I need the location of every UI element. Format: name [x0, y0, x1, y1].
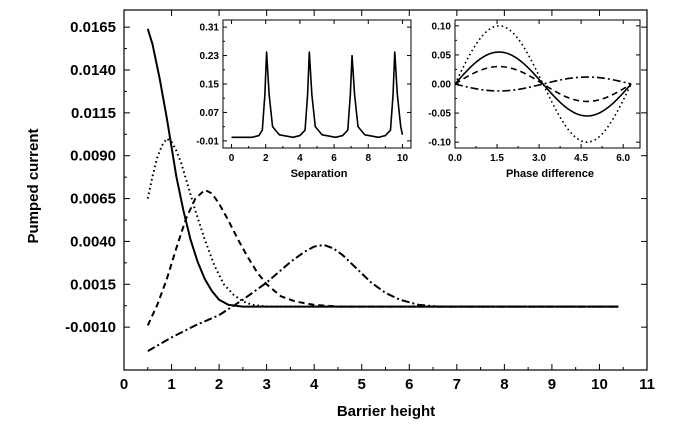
inset-separation-y-tick-label: 0.07	[200, 108, 220, 119]
main-x-tick-label: 10	[591, 376, 608, 393]
main-y-tick-label: 0.0065	[70, 191, 116, 208]
main-x-tick-label: 1	[167, 376, 175, 393]
main-x-tick-label: 8	[500, 376, 508, 393]
inset-separation-x-tick-label: 6	[331, 153, 337, 164]
inset-separation-x-tick-label: 8	[365, 153, 371, 164]
main-y-tick-label: 0.0090	[70, 148, 116, 165]
inset-phase-x-tick-label: 6.0	[616, 153, 630, 164]
inset-phase-y-tick-label: 0.10	[432, 21, 452, 32]
main-y-tick-label: 0.0165	[70, 19, 116, 36]
inset-phase-y-tick-label: 0.00	[432, 80, 452, 91]
main-x-axis-title: Barrier height	[337, 403, 435, 420]
main-series-solid-line	[146, 28, 619, 308]
main-y-tick-label: 0.0115	[71, 105, 116, 122]
main-y-tick-label: 0.0015	[70, 276, 116, 293]
main-y-axis-title: Pumped current	[25, 128, 42, 243]
inset-phase-x-tick-label: 4.5	[574, 153, 588, 164]
main-x-tick-label: 3	[262, 376, 270, 393]
inset-phase-y-tick-label: 0.05	[432, 50, 452, 61]
inset-phase-series-dashdot-line	[454, 76, 632, 92]
inset-phase-x-axis-title: Phase difference	[506, 168, 594, 180]
inset-separation-chart: Separation 0 2 4 6 8 10 -0.01 0.07 0.15 0.23 0.31	[196, 19, 412, 180]
main-x-tick-label: 6	[405, 376, 413, 393]
inset-phase-chart: Phase difference 0.0 1.5 3.0 4.5 6.0 -0.10 -0.…	[428, 19, 641, 180]
main-y-tick-label: -0.0010	[65, 319, 116, 336]
inset-separation-series-solid-line	[231, 51, 404, 139]
main-y-tick-label: 0.0040	[70, 233, 116, 250]
main-x-tick-label: 0	[120, 376, 128, 393]
inset-separation-x-tick-label: 2	[263, 153, 269, 164]
inset-phase-series-solid-line	[454, 51, 632, 117]
inset-phase-x-tick-label: 3.0	[532, 153, 546, 164]
main-series-dashed-line	[146, 189, 619, 326]
inset-phase-x-tick-label: 1.5	[490, 153, 504, 164]
inset-phase-series-dashed-line	[454, 65, 632, 103]
main-x-tick-label: 7	[453, 376, 461, 393]
main-series-dotted-line	[146, 137, 619, 308]
main-chart: Barrier height Pumped current 0 1 2 3 4 5 6 7 8 9…	[25, 9, 655, 420]
main-x-tick-label: 2	[215, 376, 223, 393]
inset-separation-y-tick-label: 0.23	[200, 51, 220, 62]
main-x-tick-label: 9	[548, 376, 556, 393]
inset-phase-plot-frame	[454, 19, 641, 149]
inset-phase-x-tick-label: 0.0	[448, 153, 462, 164]
inset-separation-y-tick-label: 0.31	[200, 23, 220, 34]
main-x-tick-label: 11	[639, 376, 655, 393]
inset-separation-y-tick-label: -0.01	[196, 136, 219, 147]
inset-phase-series-dotted-line	[454, 25, 632, 143]
inset-phase-y-tick-label: -0.10	[428, 138, 451, 149]
inset-separation-x-tick-label: 4	[297, 153, 303, 164]
main-plot-frame	[123, 9, 648, 371]
inset-separation-x-tick-label: 10	[397, 153, 409, 164]
inset-phase-y-tick-label: -0.05	[428, 109, 451, 120]
main-x-tick-label: 4	[310, 376, 319, 393]
inset-separation-x-axis-title: Separation	[291, 168, 348, 180]
inset-separation-x-tick-label: 0	[229, 153, 235, 164]
main-x-tick-label: 5	[358, 376, 366, 393]
inset-separation-y-tick-label: 0.15	[200, 80, 220, 91]
main-y-tick-label: 0.0140	[70, 62, 116, 79]
